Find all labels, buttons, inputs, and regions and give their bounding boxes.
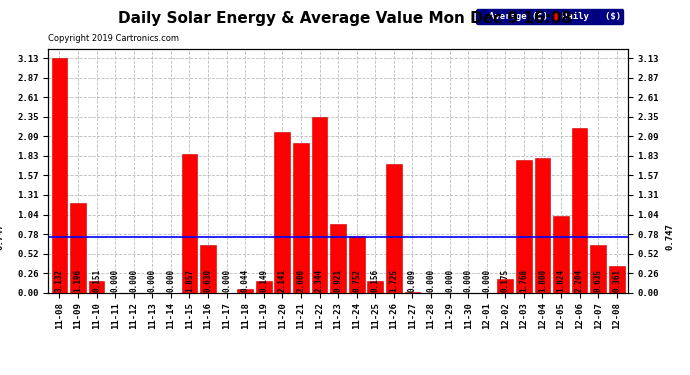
Bar [70,203,86,292]
Text: 0.149: 0.149 [259,269,268,292]
Bar [275,132,290,292]
Bar [293,143,309,292]
Bar [516,160,532,292]
Bar [497,279,513,292]
Bar [181,154,197,292]
Text: 1.196: 1.196 [74,269,83,292]
Text: 1.800: 1.800 [538,269,547,292]
Text: 3.132: 3.132 [55,269,64,292]
Text: 0.000: 0.000 [110,269,119,292]
Text: 0.752: 0.752 [352,269,361,292]
Bar [52,58,68,292]
Text: Copyright 2019 Cartronics.com: Copyright 2019 Cartronics.com [48,34,179,43]
Bar [348,236,364,292]
Bar [553,216,569,292]
Text: 0.156: 0.156 [371,269,380,292]
Text: 0.747: 0.747 [666,223,675,250]
Text: 0.000: 0.000 [222,269,231,292]
Bar [237,289,253,292]
Bar [312,117,328,292]
Text: 0.361: 0.361 [612,269,621,292]
Bar [590,245,606,292]
Bar [535,158,551,292]
Text: 0.000: 0.000 [129,269,138,292]
Text: 0.000: 0.000 [445,269,454,292]
Text: 0.151: 0.151 [92,269,101,292]
Text: 2.000: 2.000 [297,269,306,292]
Text: 1.768: 1.768 [520,269,529,292]
Bar [256,281,272,292]
Bar [367,281,383,292]
Bar [89,281,104,292]
Text: 2.344: 2.344 [315,269,324,292]
Bar [572,128,587,292]
Text: 1.725: 1.725 [389,269,398,292]
Text: 0.630: 0.630 [204,269,213,292]
Text: 0.000: 0.000 [464,269,473,292]
Text: 0.635: 0.635 [593,269,602,292]
Text: 0.044: 0.044 [241,269,250,292]
Text: 0.000: 0.000 [426,269,435,292]
Text: 0.747: 0.747 [0,223,5,250]
Text: 0.000: 0.000 [482,269,491,292]
Bar [609,266,624,292]
Bar [386,164,402,292]
Bar [200,245,216,292]
Text: Daily Solar Energy & Average Value Mon Dec 9 16:08: Daily Solar Energy & Average Value Mon D… [118,11,572,26]
Text: 0.921: 0.921 [333,269,343,292]
Bar [331,224,346,292]
Legend: Average ($), Daily   ($): Average ($), Daily ($) [476,9,623,24]
Text: 1.024: 1.024 [557,269,566,292]
Text: 1.857: 1.857 [185,269,194,292]
Text: 2.204: 2.204 [575,269,584,292]
Text: 0.000: 0.000 [166,269,175,292]
Text: 0.175: 0.175 [501,269,510,292]
Text: 2.141: 2.141 [278,269,287,292]
Text: 0.009: 0.009 [408,269,417,292]
Text: 0.000: 0.000 [148,269,157,292]
